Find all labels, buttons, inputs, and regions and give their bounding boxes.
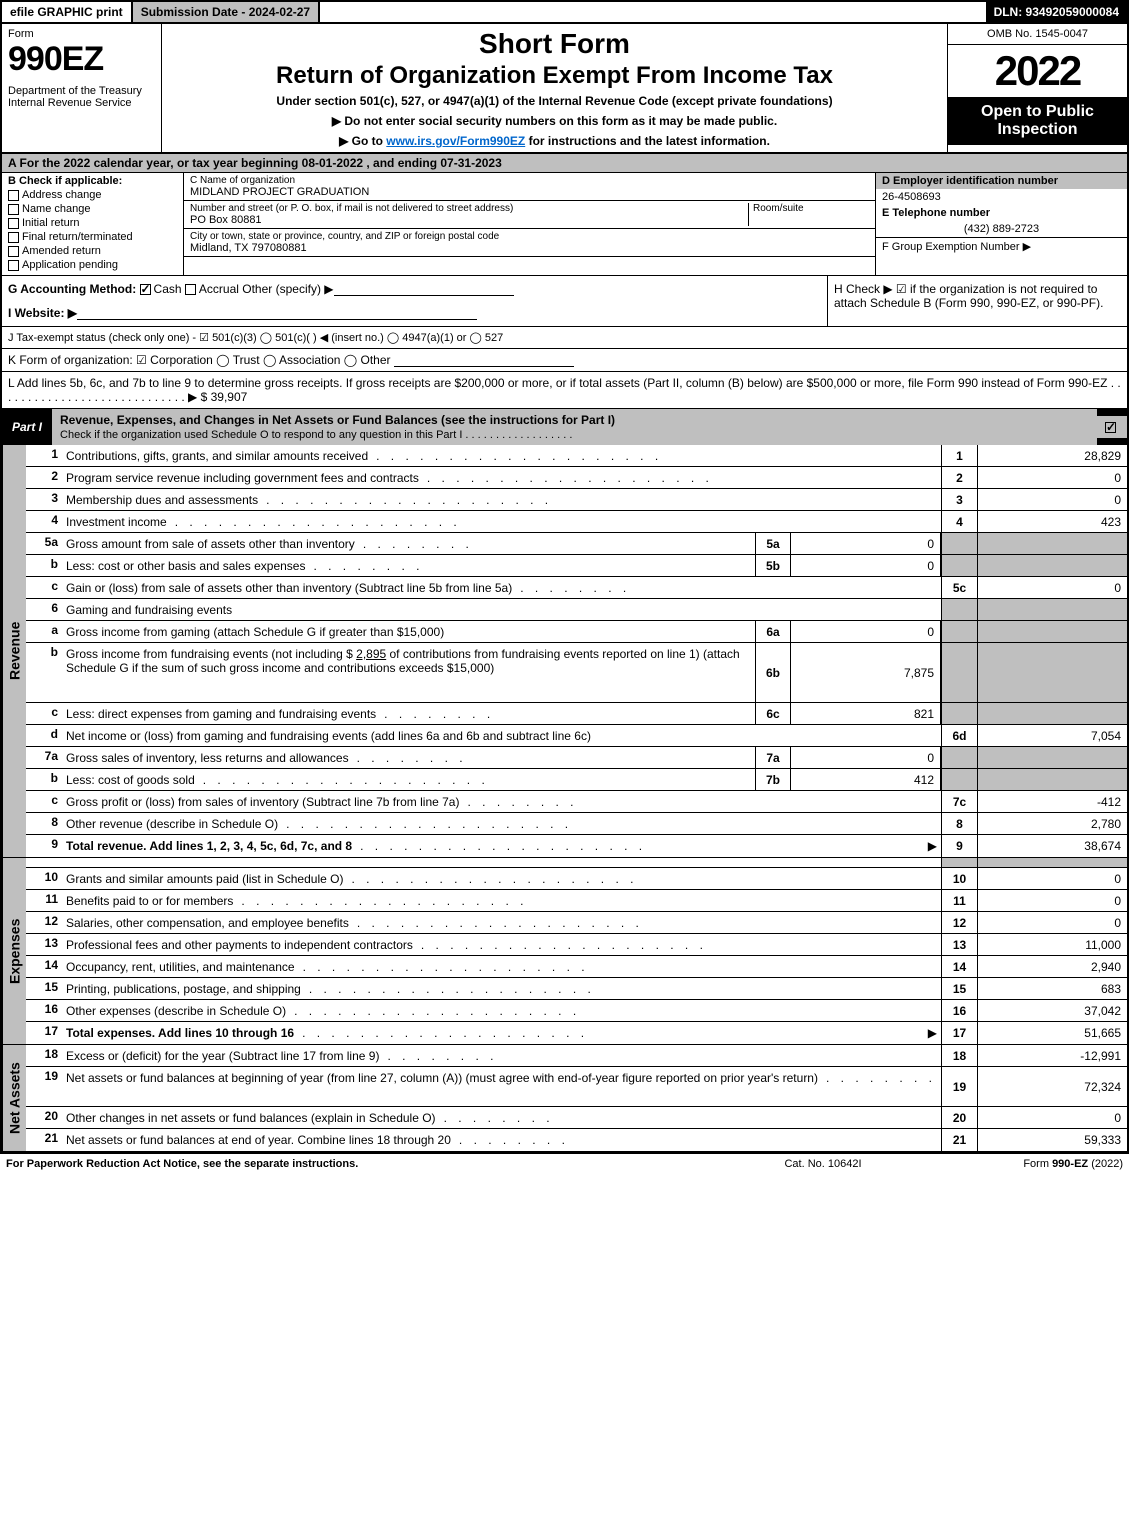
- line-5a-value: 0: [791, 533, 941, 554]
- line-11-value: 0: [977, 890, 1127, 911]
- info-block: B Check if applicable: Address change Na…: [0, 173, 1129, 275]
- telephone: (432) 889-2723: [876, 221, 1127, 237]
- line-7a-value: 0: [791, 747, 941, 768]
- group-exemption: F Group Exemption Number ▶: [876, 237, 1127, 255]
- line-9-value: 38,674: [977, 835, 1127, 857]
- chk-accrual[interactable]: [185, 284, 196, 295]
- chk-cash[interactable]: [140, 284, 151, 295]
- line-2-value: 0: [977, 467, 1127, 488]
- line-6b-value: 7,875: [791, 643, 941, 702]
- line-7c-value: -412: [977, 791, 1127, 812]
- short-form-title: Short Form: [168, 28, 941, 60]
- line-6c-value: 821: [791, 703, 941, 724]
- part-i-header: Part I Revenue, Expenses, and Changes in…: [0, 409, 1129, 445]
- section-l: L Add lines 5b, 6c, and 7b to line 9 to …: [0, 371, 1129, 409]
- line-1-value: 28,829: [977, 445, 1127, 466]
- chk-initial-return[interactable]: [8, 218, 19, 229]
- chk-amended-return[interactable]: [8, 246, 19, 257]
- section-c-org: C Name of organization MIDLAND PROJECT G…: [184, 173, 875, 275]
- dln-label: DLN: 93492059000084: [986, 2, 1127, 22]
- line-19-value: 72,324: [977, 1067, 1127, 1106]
- accounting-method: G Accounting Method: Cash Accrual Other …: [8, 282, 821, 296]
- form-header: Form 990EZ Department of the Treasury In…: [0, 24, 1129, 154]
- goto-note: ▶ Go to www.irs.gov/Form990EZ for instru…: [168, 134, 941, 148]
- subtitle: Under section 501(c), 527, or 4947(a)(1)…: [168, 94, 941, 108]
- irs-link[interactable]: www.irs.gov/Form990EZ: [386, 134, 525, 148]
- section-j: J Tax-exempt status (check only one) - ☑…: [0, 326, 1129, 348]
- org-address: PO Box 80881: [190, 214, 744, 226]
- section-a-taxyear: A For the 2022 calendar year, or tax yea…: [0, 154, 1129, 173]
- chk-name-change[interactable]: [8, 204, 19, 215]
- org-name: MIDLAND PROJECT GRADUATION: [190, 186, 869, 198]
- chk-application-pending[interactable]: [8, 260, 19, 271]
- line-20-value: 0: [977, 1107, 1127, 1128]
- line-21-value: 59,333: [977, 1129, 1127, 1151]
- line-18-value: -12,991: [977, 1045, 1127, 1066]
- line-6d-value: 7,054: [977, 725, 1127, 746]
- chk-schedule-o[interactable]: [1105, 422, 1116, 433]
- line-5b-value: 0: [791, 555, 941, 576]
- row-ghi: G Accounting Method: Cash Accrual Other …: [0, 275, 1129, 326]
- top-bar: efile GRAPHIC print Submission Date - 20…: [0, 0, 1129, 24]
- form-number: 990EZ: [8, 40, 155, 79]
- line-13-value: 11,000: [977, 934, 1127, 955]
- dept-label: Department of the Treasury Internal Reve…: [8, 85, 155, 109]
- omb-number: OMB No. 1545-0047: [948, 24, 1127, 45]
- form-label: Form: [8, 28, 155, 40]
- line-17-value: 51,665: [977, 1022, 1127, 1044]
- main-title: Return of Organization Exempt From Incom…: [168, 62, 941, 90]
- line-16-value: 37,042: [977, 1000, 1127, 1021]
- revenue-group: Revenue 1Contributions, gifts, grants, a…: [0, 445, 1129, 857]
- line-12-value: 0: [977, 912, 1127, 933]
- line-5c-value: 0: [977, 577, 1127, 598]
- expenses-group: Expenses 10Grants and similar amounts pa…: [0, 857, 1129, 1044]
- chk-final-return[interactable]: [8, 232, 19, 243]
- submission-date: Submission Date - 2024-02-27: [133, 2, 320, 22]
- ssn-note: ▶ Do not enter social security numbers o…: [168, 114, 941, 128]
- tax-year: 2022: [948, 45, 1127, 97]
- org-city: Midland, TX 797080881: [190, 242, 869, 254]
- section-k: K Form of organization: ☑ Corporation ◯ …: [0, 348, 1129, 371]
- open-to-public: Open to Public Inspection: [948, 97, 1127, 145]
- efile-label[interactable]: efile GRAPHIC print: [2, 2, 133, 22]
- line-8-value: 2,780: [977, 813, 1127, 834]
- line-3-value: 0: [977, 489, 1127, 510]
- netassets-group: Net Assets 18Excess or (deficit) for the…: [0, 1044, 1129, 1153]
- line-4-value: 423: [977, 511, 1127, 532]
- line-7b-value: 412: [791, 769, 941, 790]
- ein-value: 26-4508693: [876, 189, 1127, 205]
- line-14-value: 2,940: [977, 956, 1127, 977]
- section-d-ein: D Employer identification number 26-4508…: [875, 173, 1127, 275]
- section-h: H Check ▶ ☑ if the organization is not r…: [827, 276, 1127, 326]
- line-15-value: 683: [977, 978, 1127, 999]
- line-6a-value: 0: [791, 621, 941, 642]
- section-b-checkboxes: B Check if applicable: Address change Na…: [2, 173, 184, 275]
- chk-address-change[interactable]: [8, 190, 19, 201]
- line-10-value: 0: [977, 868, 1127, 889]
- page-footer: For Paperwork Reduction Act Notice, see …: [0, 1153, 1129, 1174]
- website-row: I Website: ▶: [8, 306, 821, 320]
